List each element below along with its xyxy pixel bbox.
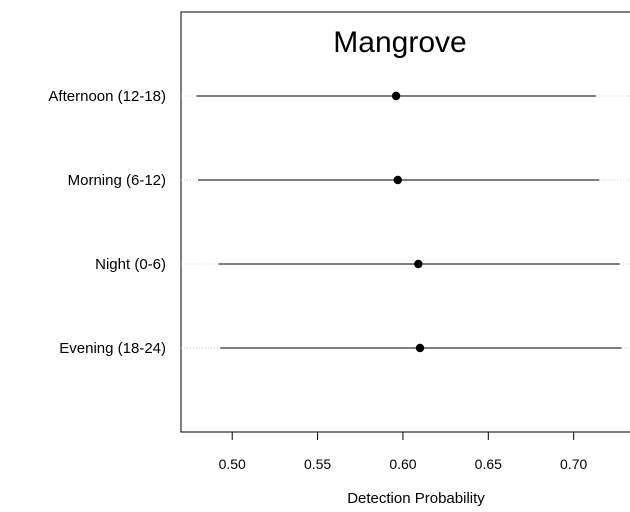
- estimate-point: [391, 91, 401, 101]
- category-label: Afternoon (12-18): [48, 88, 166, 105]
- x-tick-label: 0.70: [560, 456, 587, 472]
- category-label: Evening (18-24): [59, 340, 166, 357]
- plot-area: Afternoon (12-18) Morning (6-12) Night (0-…: [48, 11, 630, 433]
- estimate-point: [414, 259, 423, 269]
- x-tick-label: 0.65: [475, 456, 502, 472]
- category-label: Morning (6-12): [68, 172, 166, 189]
- chart-title: Mangrove: [333, 26, 466, 59]
- x-tick-label: 0.60: [389, 456, 416, 472]
- category-label: Night (0-6): [95, 256, 166, 273]
- estimate-point: [393, 175, 403, 185]
- estimate-point: [415, 343, 425, 353]
- x-axis: 0.50 0.55 0.60 0.65 0.70: [219, 432, 587, 472]
- plot-frame: [180, 11, 630, 433]
- x-tick-label: 0.55: [304, 456, 331, 472]
- x-axis-title: Detection Probability: [347, 490, 485, 507]
- x-tick-label: 0.50: [219, 456, 246, 472]
